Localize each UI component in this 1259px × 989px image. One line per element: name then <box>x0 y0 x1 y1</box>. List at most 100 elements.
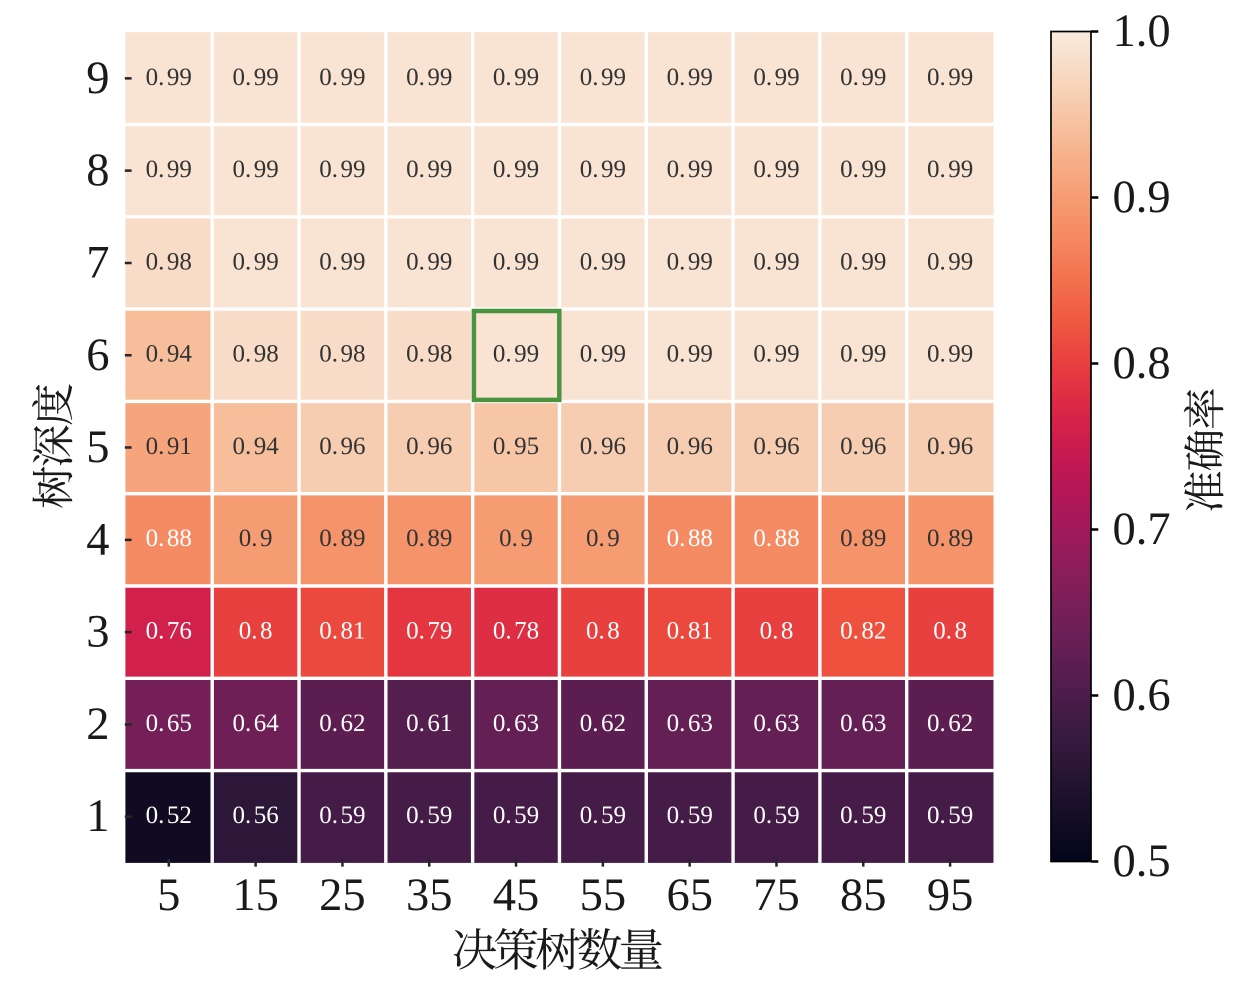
svg-text:0.89: 0. 89 <box>840 525 886 552</box>
svg-text:0.79: 0. 79 <box>406 618 452 645</box>
svg-text:0.61: 0. 61 <box>406 710 452 737</box>
svg-text:0.59: 0. 59 <box>840 802 886 829</box>
svg-text:0.81: 0. 81 <box>667 618 713 645</box>
svg-text:0.99: 0. 99 <box>840 341 886 368</box>
svg-text:75: 75 <box>753 870 800 921</box>
svg-text:0.63: 0. 63 <box>840 710 886 737</box>
svg-text:0.9: 0.9 <box>239 525 273 552</box>
svg-text:0.99: 0. 99 <box>406 64 452 91</box>
svg-text:0.99: 0. 99 <box>406 156 452 183</box>
svg-text:0.99: 0. 99 <box>580 341 626 368</box>
svg-text:0.59: 0. 59 <box>406 802 452 829</box>
svg-text:0.96: 0. 96 <box>667 433 713 460</box>
svg-text:0.56: 0. 56 <box>232 802 278 829</box>
svg-text:0.98: 0. 98 <box>232 341 278 368</box>
svg-text:0.59: 0. 59 <box>927 802 973 829</box>
svg-text:0.99: 0. 99 <box>753 248 799 275</box>
svg-text:0.8: 0.8 <box>1113 338 1171 389</box>
svg-text:0.59: 0. 59 <box>667 802 713 829</box>
svg-text:3: 3 <box>86 607 109 658</box>
svg-text:8: 8 <box>86 145 109 196</box>
svg-text:0.99: 0. 99 <box>493 64 539 91</box>
svg-text:0.8: 0.8 <box>239 618 273 645</box>
svg-text:45: 45 <box>493 870 540 921</box>
svg-text:0.99: 0. 99 <box>840 64 886 91</box>
svg-text:0.99: 0. 99 <box>232 64 278 91</box>
svg-text:0.8: 0.8 <box>760 618 794 645</box>
svg-text:0.99: 0. 99 <box>580 248 626 275</box>
svg-text:0.64: 0. 64 <box>232 710 279 737</box>
svg-text:0.7: 0.7 <box>1113 504 1171 555</box>
svg-text:0.98: 0. 98 <box>406 341 452 368</box>
svg-text:0.63: 0. 63 <box>753 710 799 737</box>
svg-text:0.78: 0. 78 <box>493 618 539 645</box>
svg-text:0.99: 0. 99 <box>319 248 365 275</box>
svg-text:95: 95 <box>927 870 974 921</box>
svg-text:0.96: 0. 96 <box>753 433 799 460</box>
svg-text:0.59: 0. 59 <box>580 802 626 829</box>
svg-text:0.99: 0. 99 <box>493 248 539 275</box>
svg-text:2: 2 <box>86 699 109 750</box>
svg-text:9: 9 <box>86 53 109 104</box>
svg-text:0.99: 0. 99 <box>580 64 626 91</box>
svg-text:5: 5 <box>86 422 109 473</box>
svg-text:1: 1 <box>86 791 109 842</box>
svg-text:0.91: 0. 91 <box>146 433 192 460</box>
svg-text:0.99: 0. 99 <box>232 156 278 183</box>
svg-text:0.95: 0. 95 <box>493 433 539 460</box>
svg-text:0.99: 0. 99 <box>840 156 886 183</box>
svg-text:0.63: 0. 63 <box>667 710 713 737</box>
svg-text:0.65: 0. 65 <box>146 710 192 737</box>
svg-text:15: 15 <box>232 870 279 921</box>
svg-text:85: 85 <box>840 870 887 921</box>
svg-text:0.99: 0. 99 <box>667 64 713 91</box>
svg-text:0.99: 0. 99 <box>927 248 973 275</box>
svg-text:0.99: 0. 99 <box>580 156 626 183</box>
svg-text:0.89: 0. 89 <box>406 525 452 552</box>
svg-text:0.99: 0. 99 <box>753 64 799 91</box>
svg-text:0.9: 0.9 <box>499 525 533 552</box>
svg-text:0.62: 0. 62 <box>927 710 973 737</box>
svg-text:35: 35 <box>406 870 453 921</box>
svg-text:0.81: 0. 81 <box>319 618 365 645</box>
svg-text:0.99: 0. 99 <box>927 64 973 91</box>
svg-text:0.88: 0. 88 <box>146 525 192 552</box>
svg-text:0.6: 0.6 <box>1113 670 1171 721</box>
svg-text:0.82: 0. 82 <box>840 618 886 645</box>
svg-text:0.62: 0. 62 <box>580 710 626 737</box>
svg-text:55: 55 <box>580 870 627 921</box>
svg-text:0.98: 0. 98 <box>146 248 192 275</box>
svg-text:0.99: 0. 99 <box>146 156 192 183</box>
svg-text:6: 6 <box>86 330 109 381</box>
svg-text:0.8: 0.8 <box>933 618 967 645</box>
svg-text:0.99: 0. 99 <box>667 156 713 183</box>
svg-text:0.5: 0.5 <box>1113 836 1171 887</box>
svg-text:0.52: 0. 52 <box>146 802 192 829</box>
svg-text:0.96: 0. 96 <box>927 433 973 460</box>
svg-text:0.99: 0. 99 <box>840 248 886 275</box>
svg-text:0.89: 0. 89 <box>319 525 365 552</box>
svg-text:1.0: 1.0 <box>1113 6 1171 57</box>
svg-text:0.99: 0. 99 <box>146 64 192 91</box>
svg-text:0.63: 0. 63 <box>493 710 539 737</box>
svg-text:0.59: 0. 59 <box>753 802 799 829</box>
svg-text:0.99: 0. 99 <box>493 156 539 183</box>
svg-text:0.99: 0. 99 <box>493 341 539 368</box>
svg-text:0.94: 0. 94 <box>146 341 193 368</box>
svg-text:0.99: 0. 99 <box>667 248 713 275</box>
svg-text:4: 4 <box>86 514 109 565</box>
svg-text:0.99: 0. 99 <box>319 156 365 183</box>
svg-text:0.96: 0. 96 <box>406 433 452 460</box>
svg-text:5: 5 <box>157 870 180 921</box>
svg-text:0.99: 0. 99 <box>319 64 365 91</box>
svg-text:0.99: 0. 99 <box>753 341 799 368</box>
svg-text:0.96: 0. 96 <box>319 433 365 460</box>
svg-text:0.59: 0. 59 <box>319 802 365 829</box>
svg-text:0.76: 0. 76 <box>146 618 192 645</box>
svg-text:0.59: 0. 59 <box>493 802 539 829</box>
svg-text:25: 25 <box>319 870 366 921</box>
svg-text:0.94: 0. 94 <box>232 433 279 460</box>
svg-text:0.99: 0. 99 <box>753 156 799 183</box>
svg-text:0.89: 0. 89 <box>927 525 973 552</box>
svg-text:0.62: 0. 62 <box>319 710 365 737</box>
